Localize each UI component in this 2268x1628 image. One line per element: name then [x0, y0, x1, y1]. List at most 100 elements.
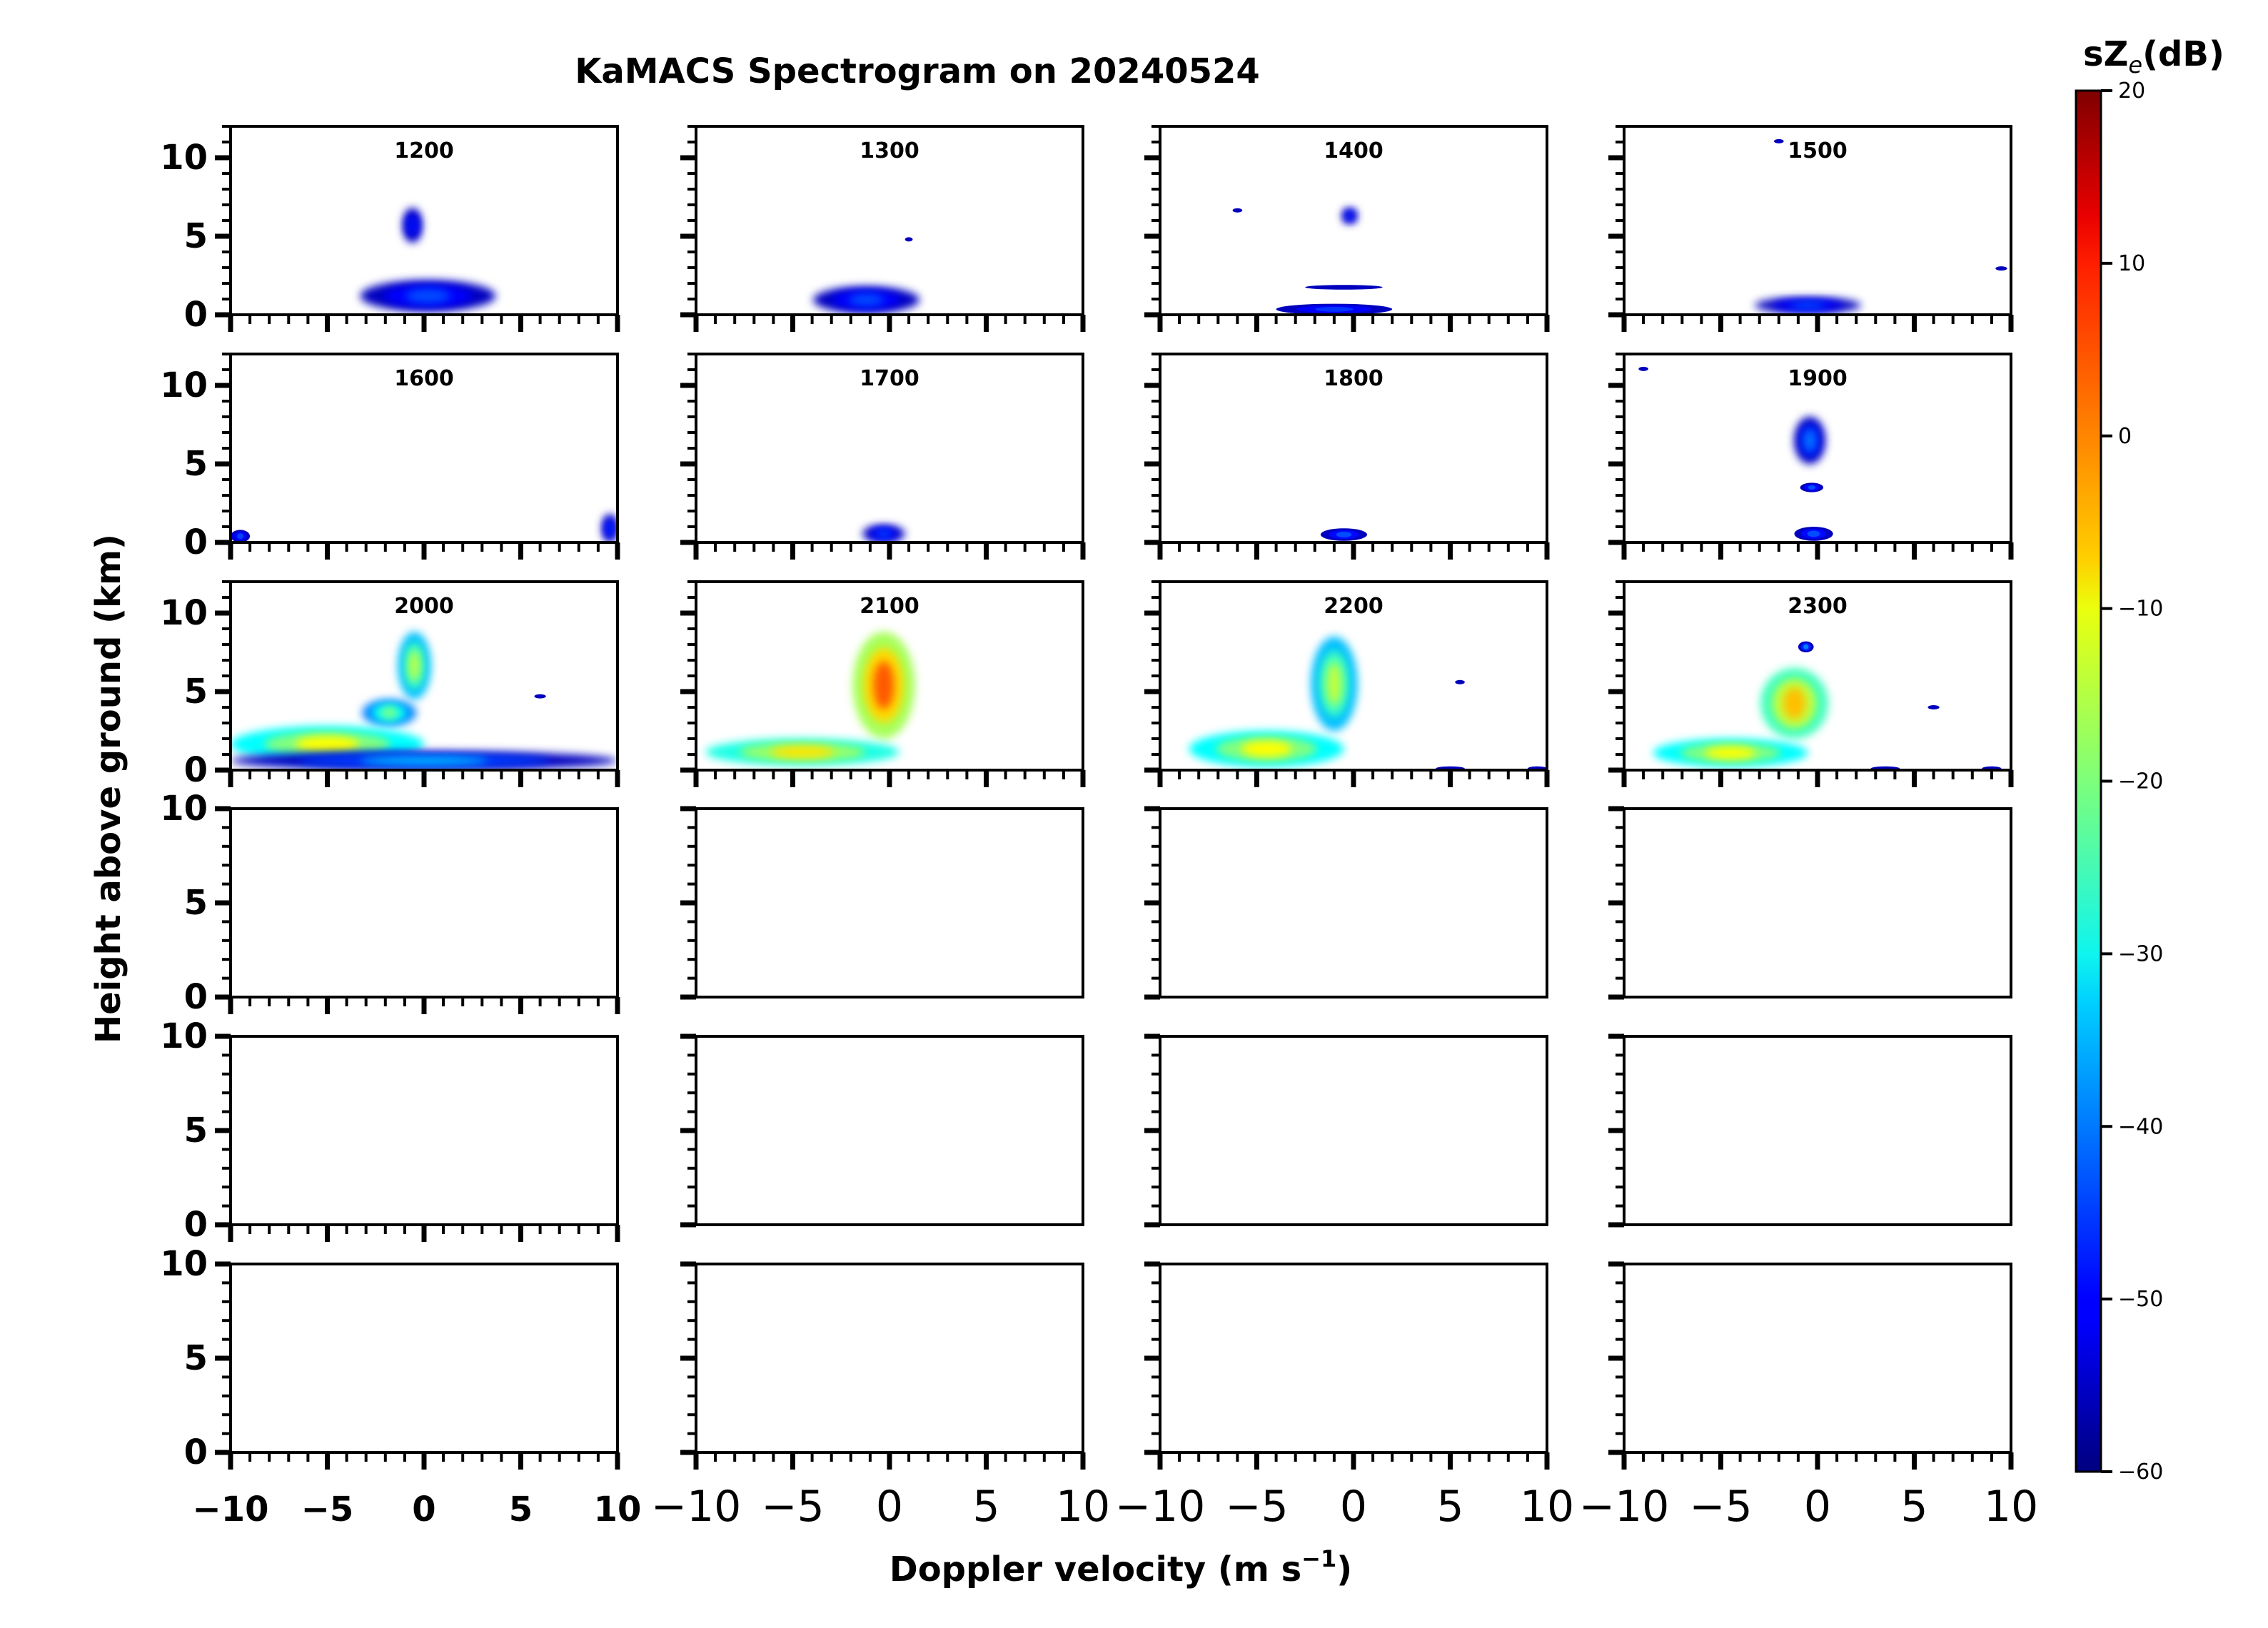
y-tick-label: 10 — [160, 593, 208, 633]
x-tick-label: −10 — [192, 1490, 268, 1530]
panel-echoes — [705, 632, 915, 766]
echo-mark-core — [770, 746, 835, 759]
panel-time-label: 1700 — [860, 366, 919, 391]
panel-time-label: 1300 — [860, 138, 919, 163]
panel-echoes — [862, 525, 905, 542]
panel-echoes — [231, 632, 618, 770]
panel-1-3: 1900 — [1608, 353, 2014, 560]
y-tick-label: 0 — [184, 295, 208, 335]
x-tick-label: 5 — [1436, 1482, 1463, 1532]
y-tick-label: 5 — [184, 444, 208, 484]
x-axis-label-main: Doppler velocity (m s — [889, 1549, 1301, 1589]
figure-title: KaMACS Spectrogram on 20240524 — [575, 51, 1260, 91]
x-tick-label: −10 — [651, 1482, 742, 1532]
y-tick-label: 10 — [160, 1244, 208, 1284]
x-tick-label: 0 — [876, 1482, 903, 1532]
y-tick-label: 0 — [184, 1205, 208, 1245]
panel-4-0: 0 5 10 — [160, 1016, 620, 1245]
panel-time-label: 2300 — [1788, 594, 1848, 619]
echo-mark-core — [1783, 687, 1806, 719]
y-tick-label: 0 — [184, 1432, 208, 1472]
panel-frame — [229, 1035, 619, 1226]
y-tick-label: 5 — [184, 672, 208, 712]
y-tick-label: 5 — [184, 1338, 208, 1378]
panel-4-1 — [680, 1033, 1084, 1228]
panel-echoes — [1320, 528, 1367, 541]
panel-time-label: 1600 — [394, 366, 454, 391]
y-tick-label: 10 — [160, 138, 208, 178]
y-tick-label: 0 — [184, 750, 208, 790]
x-tick-label: −5 — [761, 1482, 824, 1532]
echo-mark-core — [607, 522, 613, 535]
panel-grid: 1200 0 5 10 1300 1400 1500 1600 0 5 10 1700 1800 1900… — [160, 125, 2038, 1532]
panel-4-3 — [1608, 1033, 2012, 1228]
echo-mark-core — [237, 533, 244, 540]
x-tick-label: 0 — [1804, 1482, 1831, 1532]
panel-0-1: 1300 — [680, 125, 1086, 332]
x-tick-label: −5 — [301, 1490, 354, 1530]
panel-echoes — [1653, 641, 2002, 770]
panel-frame — [229, 807, 619, 998]
x-tick-label: 10 — [594, 1490, 642, 1530]
x-tick-label: 5 — [1900, 1482, 1927, 1532]
panel-2-2: 2200 — [1144, 580, 1550, 787]
echo-mark-core — [360, 756, 488, 765]
panel-1-0: 1600 0 5 10 — [160, 353, 620, 562]
panel-frame — [1623, 1035, 2012, 1226]
echo-mark-core — [409, 217, 416, 233]
y-tick-label: 5 — [184, 883, 208, 923]
panel-time-label: 2100 — [860, 594, 919, 619]
x-tick-label: 10 — [1056, 1482, 1110, 1532]
panel-echoes — [231, 514, 618, 542]
panel-3-0: 0 5 10 — [160, 789, 620, 1017]
colorbar-tick-label: 10 — [2118, 251, 2145, 276]
panel-5-2: −10 −5 0 5 10 — [1115, 1261, 1574, 1532]
panel-time-label: 2200 — [1324, 594, 1384, 619]
panel-frame — [695, 1035, 1084, 1226]
echo-mark — [1455, 679, 1465, 684]
panel-echoes — [1754, 138, 2007, 313]
y-tick-label: 0 — [184, 522, 208, 562]
x-axis-label: Doppler velocity (m s−1) — [889, 1545, 1352, 1589]
panel-echoes — [1232, 208, 1393, 315]
panel-frame — [1623, 1263, 2012, 1454]
x-tick-label: 0 — [412, 1490, 435, 1530]
colorbar: sZe(dB) 20 10 0 −10 −20 −30 −40 −50 −60 — [2075, 34, 2224, 1485]
echo-mark-core — [1241, 740, 1292, 757]
panel-time-label: 1400 — [1324, 138, 1384, 163]
panel-2-3: 2300 — [1608, 580, 2014, 787]
x-tick-label: 10 — [1520, 1482, 1574, 1532]
panel-2-1: 2100 — [680, 580, 1086, 787]
colorbar-ticks: 20 10 0 −10 −20 −30 −40 −50 −60 — [2101, 79, 2163, 1485]
y-tick-label: 10 — [160, 1016, 208, 1056]
panel-3-2 — [1144, 806, 1548, 1000]
y-tick-label: 0 — [184, 977, 208, 1017]
echo-mark-core — [1790, 301, 1826, 309]
x-axis-label-exponent: −1 — [1301, 1545, 1336, 1572]
x-tick-label: −10 — [1115, 1482, 1206, 1532]
echo-mark-core — [295, 736, 360, 753]
colorbar-tick-label: −50 — [2118, 1287, 2163, 1312]
panel-time-label: 1800 — [1324, 366, 1384, 391]
colorbar-tick-label: −30 — [2118, 941, 2163, 966]
echo-mark-core — [1347, 212, 1353, 220]
echo-mark — [1232, 208, 1243, 213]
echo-mark — [1305, 285, 1383, 290]
echo-mark-core — [1705, 746, 1756, 759]
x-tick-label: 5 — [509, 1490, 533, 1530]
echo-mark — [534, 694, 546, 699]
echo-mark — [1774, 138, 1784, 143]
x-tick-label: −5 — [1225, 1482, 1288, 1532]
panel-2-0: 2000 0 5 10 — [160, 580, 620, 790]
x-tick-label: −10 — [1579, 1482, 1670, 1532]
x-tick-label: 0 — [1340, 1482, 1367, 1532]
panel-time-label: 1200 — [394, 138, 454, 163]
panel-frame — [1159, 1263, 1548, 1454]
panel-echoes — [1189, 637, 1547, 770]
panel-1-2: 1800 — [1144, 353, 1550, 560]
panel-0-3: 1500 — [1608, 125, 2014, 332]
y-tick-label: 10 — [160, 789, 208, 829]
colorbar-tick-label: 20 — [2118, 79, 2145, 103]
x-tick-label: −5 — [1689, 1482, 1752, 1532]
echo-mark-core — [380, 707, 398, 719]
